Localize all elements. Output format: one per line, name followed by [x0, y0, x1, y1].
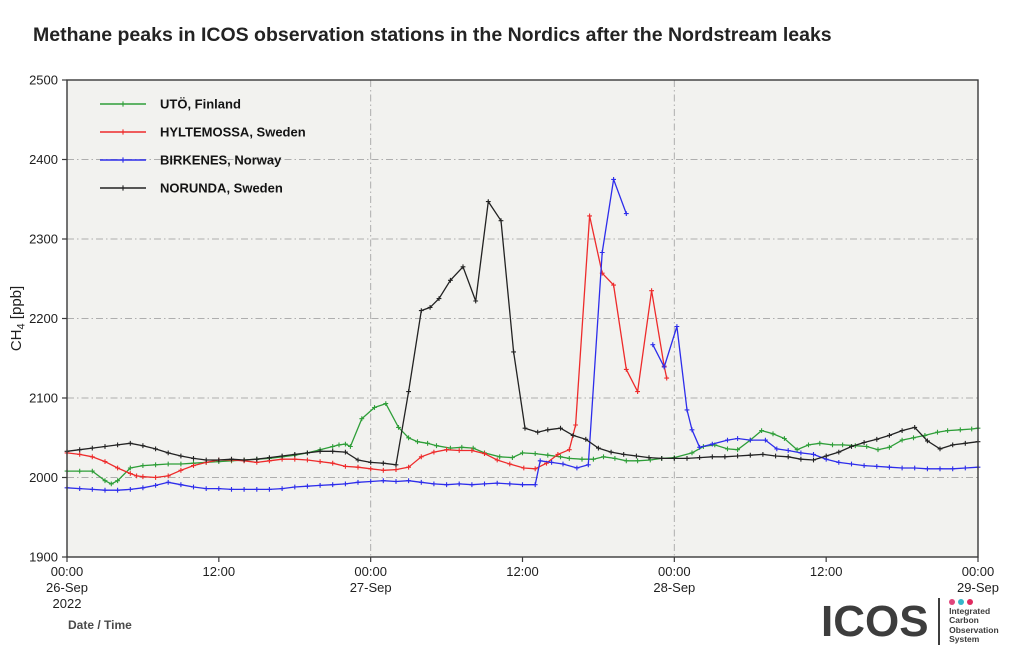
y-tick-label: 2000 — [29, 470, 58, 485]
x-tick-date: 27-Sep — [350, 580, 392, 595]
legend-label-birkenes: BIRKENES, Norway — [160, 153, 282, 168]
icos-logo: ICOS Integrated Carbon Observation Syste… — [821, 598, 999, 645]
legend-marker-uto — [120, 101, 126, 107]
x-tick-time: 12:00 — [506, 564, 539, 579]
chart-title: Methane peaks in ICOS observation statio… — [33, 24, 832, 46]
icos-logo-divider — [937, 598, 941, 645]
y-axis-title: CH4 [ppb] — [8, 286, 28, 351]
icos-logo-tagline: Integrated Carbon Observation System — [949, 598, 999, 645]
y-tick-label: 2300 — [29, 232, 58, 247]
x-tick-time: 00:00 — [354, 564, 387, 579]
icos-logo-dots — [949, 598, 999, 605]
series-markers-birkenes — [650, 324, 981, 472]
tagline-line: Carbon — [949, 615, 979, 625]
series-line-birkenes — [66, 176, 627, 491]
x-tick-date: 26-Sep — [46, 580, 88, 595]
legend-marker-norunda — [120, 185, 126, 191]
logo-dot — [967, 598, 974, 605]
y-tick-label: 2200 — [29, 311, 58, 326]
series-line-birkenes — [652, 326, 979, 470]
tagline-line: System — [949, 634, 980, 644]
y-tick-label: 1900 — [29, 550, 58, 565]
x-tick-date: 29-Sep — [957, 580, 999, 595]
logo-dot — [949, 598, 956, 605]
logo-dot — [958, 598, 965, 605]
x-tick-time: 00:00 — [51, 564, 84, 579]
y-tick-label: 2100 — [29, 391, 58, 406]
y-tick-label: 2500 — [29, 73, 58, 88]
x-tick-time: 00:00 — [962, 564, 995, 579]
icos-logo-text: ICOS — [821, 596, 929, 646]
legend-marker-birkenes — [120, 157, 126, 163]
x-tick-time: 12:00 — [203, 564, 236, 579]
legend-label-norunda: NORUNDA, Sweden — [160, 181, 283, 196]
tagline-line: Integrated — [949, 605, 991, 616]
x-tick-year: 2022 — [53, 596, 82, 611]
x-tick-time: 00:00 — [658, 564, 691, 579]
legend-label-hyltemossa: HYLTEMOSSA, Sweden — [160, 125, 306, 140]
x-tick-date: 28-Sep — [653, 580, 695, 595]
x-axis-title: Date / Time — [68, 618, 132, 632]
x-tick-time: 12:00 — [810, 564, 843, 579]
tagline-line: Observation — [949, 624, 999, 635]
legend-marker-hyltemossa — [120, 129, 126, 135]
legend-label-uto: UTÖ, Finland — [160, 97, 241, 112]
y-tick-label: 2400 — [29, 152, 58, 167]
